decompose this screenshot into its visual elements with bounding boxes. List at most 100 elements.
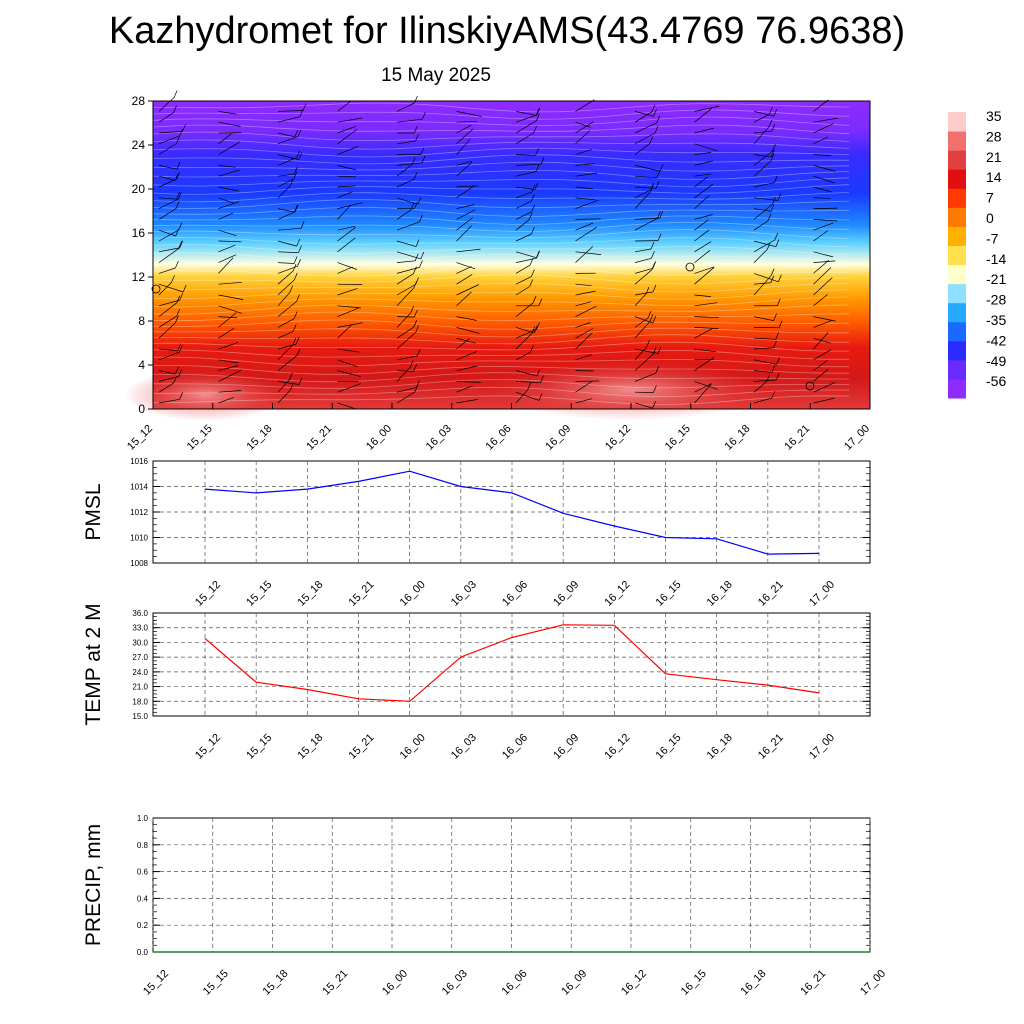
wind-barb — [456, 160, 472, 166]
x-tick-label: 16_12 — [602, 579, 632, 609]
wind-barb — [575, 251, 602, 255]
wind-barb — [396, 209, 412, 220]
wind-barb — [277, 301, 297, 317]
x-tick-label: 16_06 — [500, 579, 530, 609]
colorbar-label: -28 — [986, 292, 1006, 308]
contour-line — [152, 131, 850, 142]
wind-barb — [396, 332, 416, 350]
wind-barb — [753, 282, 771, 285]
contour-line — [153, 334, 849, 345]
y-tick-label: 0.2 — [137, 921, 149, 930]
y-tick-label: 1008 — [130, 559, 148, 568]
wind-barb — [158, 382, 174, 393]
wind-barb — [277, 136, 299, 145]
wind-barb-flag — [422, 112, 426, 120]
wind-barb — [813, 294, 828, 307]
wind-barb-flag — [177, 343, 182, 351]
wind-barb — [456, 204, 475, 209]
wind-barb — [694, 302, 718, 307]
y-tick-label: 30.0 — [132, 638, 148, 647]
wind-barb-flag — [531, 184, 536, 193]
wind-barb-flag — [294, 204, 299, 212]
wind-barb — [694, 241, 712, 253]
wind-barb — [515, 111, 537, 116]
wind-barb — [218, 121, 241, 127]
wind-barb — [515, 200, 532, 209]
wind-barb-flag — [415, 277, 419, 285]
wind-barb — [337, 262, 358, 270]
wind-barb-flag — [411, 157, 416, 165]
wind-barb — [218, 369, 242, 382]
wind-barb — [813, 320, 832, 328]
wind-barb-flag — [775, 332, 780, 340]
y-tick-label: 21.0 — [132, 683, 148, 692]
x-tick-label: 15_15 — [201, 968, 231, 998]
wind-barb-flag — [770, 149, 775, 157]
heatmap-x-tick-label: 16_06 — [484, 423, 514, 453]
wind-barb-flag — [771, 365, 776, 373]
x-tick-label: 16_15 — [679, 968, 709, 998]
y-tick-label: 36.0 — [132, 609, 148, 618]
wind-barb — [575, 99, 595, 112]
wind-barb-flag — [413, 266, 417, 274]
wind-barb — [337, 322, 363, 328]
wind-barb — [158, 143, 177, 155]
wind-barb-flag — [534, 182, 539, 190]
wind-barb — [753, 150, 773, 166]
temp-panel: 15.0 18.0 21.0 24.0 27.0 30.0 33.0 36.0 15_12 15_… — [82, 603, 871, 762]
wind-barb — [813, 175, 835, 184]
wind-barb-flag — [413, 201, 418, 210]
wind-barb — [456, 274, 473, 285]
wind-barb-flag — [417, 197, 422, 205]
wind-barb-flag — [414, 253, 419, 261]
contour-line — [152, 116, 850, 127]
wind-barb — [515, 327, 535, 334]
wind-barb-flag — [175, 228, 180, 237]
wind-barb — [575, 283, 592, 287]
wind-barb-flag — [768, 107, 773, 115]
wind-barb — [813, 260, 836, 263]
wind-barb — [753, 113, 770, 123]
wind-barb — [634, 186, 657, 189]
precip-panel: 0.0 0.2 0.4 0.6 0.8 1.0 15_12 15_15 15_18 15_21 16… — [82, 814, 888, 998]
wind-barb — [634, 267, 653, 274]
wind-barb — [515, 171, 537, 177]
wind-barb — [694, 267, 715, 285]
wind-barb-flag — [652, 315, 657, 324]
wind-barb-flag — [646, 339, 650, 348]
colorbar-label: -7 — [986, 230, 999, 246]
heatmap-x-tick-label: 16_18 — [723, 423, 753, 453]
wind-barb — [753, 347, 774, 350]
wind-barb — [813, 251, 834, 258]
x-tick-label: 16_00 — [380, 968, 410, 998]
wind-barb — [456, 291, 472, 307]
x-tick-label: 16_18 — [705, 579, 735, 609]
wind-barb-flag — [294, 204, 298, 213]
wind-barb-flag — [289, 372, 293, 380]
heatmap-x-tick-label: 16_12 — [603, 423, 633, 453]
contour-line — [152, 386, 850, 398]
wind-barb — [218, 111, 237, 115]
wind-barb-flag — [768, 119, 773, 127]
wind-barb — [634, 217, 660, 220]
wind-barb — [753, 197, 778, 201]
wind-barb — [218, 254, 237, 263]
wind-barb-flag — [771, 123, 776, 132]
contour-line — [152, 184, 850, 195]
wind-barb — [813, 165, 836, 172]
wind-barb-flag — [296, 238, 301, 247]
wind-barb — [575, 121, 594, 134]
wind-barb — [277, 265, 298, 274]
wind-barb-flag — [538, 393, 543, 401]
wind-barb — [396, 287, 415, 307]
wind-barb — [218, 141, 241, 155]
colorbar-label: -42 — [986, 332, 1006, 348]
wind-barb-flag — [527, 382, 532, 390]
wind-barb-flag — [414, 95, 418, 104]
wind-barb-flag — [536, 113, 540, 121]
wind-barb — [575, 246, 594, 263]
wind-barb — [456, 124, 472, 134]
wind-barb — [694, 183, 714, 199]
wind-barb — [575, 354, 592, 361]
wind-barb-flag — [766, 242, 771, 250]
